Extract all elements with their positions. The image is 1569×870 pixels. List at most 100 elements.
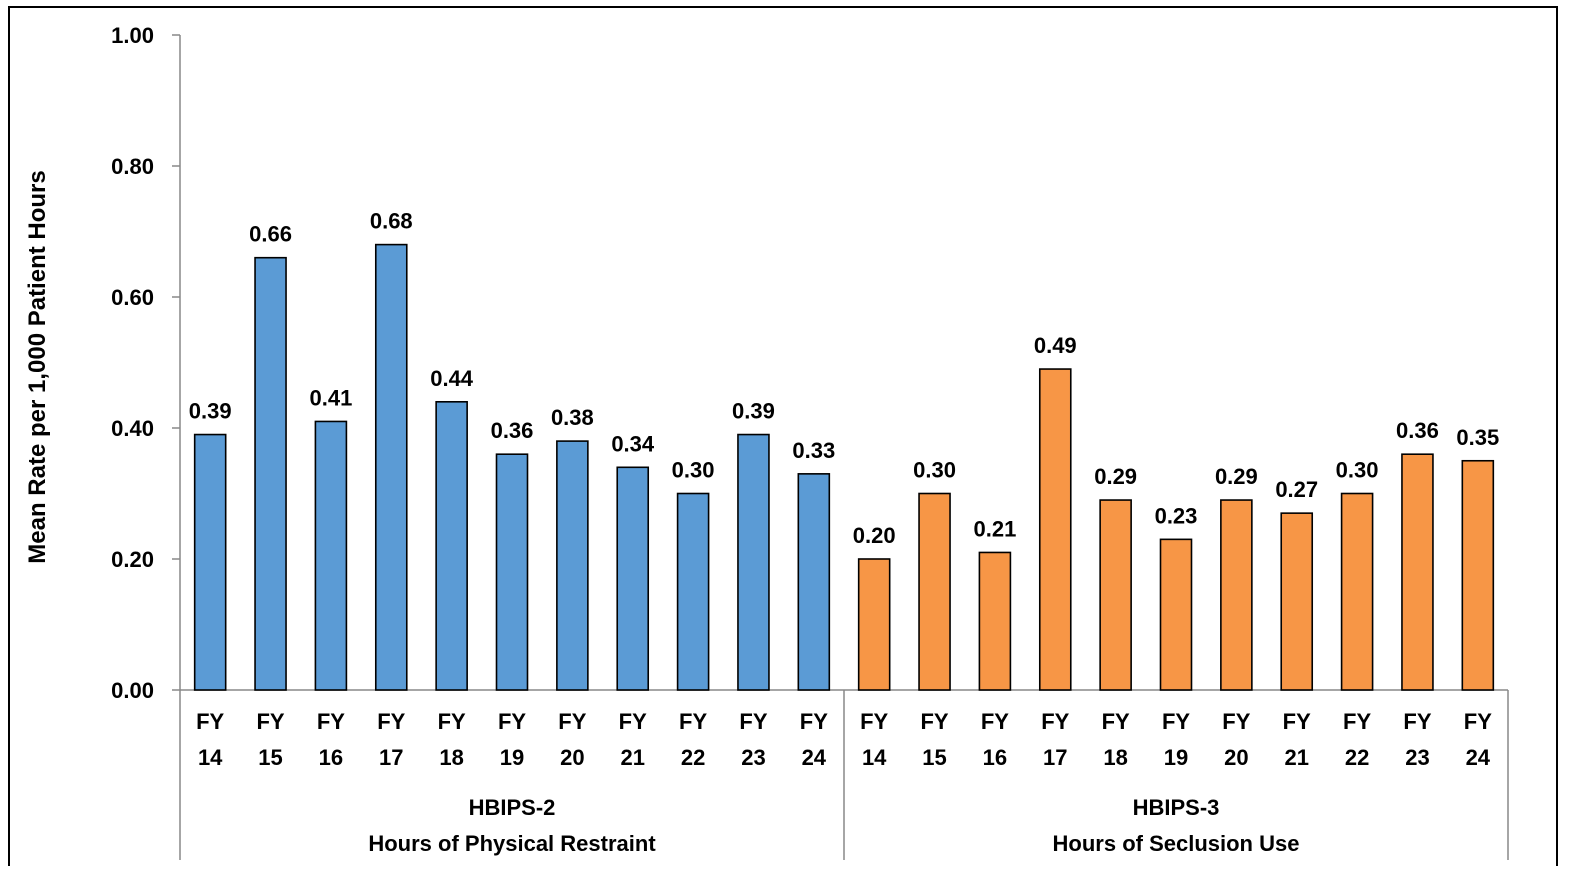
x-tick-label-line2: 22 (1345, 745, 1369, 770)
x-tick-label-line1: FY (1102, 709, 1130, 734)
group-label-code: HBIPS-3 (1133, 795, 1220, 820)
bar-value-label: 0.20 (853, 523, 896, 548)
x-tick-label-line1: FY (739, 709, 767, 734)
bar-hbips-3-fy16 (978, 551, 1012, 691)
bar-hbips-3-fy24 (1461, 459, 1495, 691)
x-tick-label-line2: 22 (681, 745, 705, 770)
bar-hbips-2-fy16 (314, 420, 348, 691)
bar-value-label: 0.23 (1155, 503, 1198, 528)
y-tick-label: 0.00 (111, 678, 154, 703)
x-tick-label-line1: FY (800, 709, 828, 734)
bar-hbips-2-fy19 (495, 453, 529, 691)
x-tick-label-line1: FY (920, 709, 948, 734)
x-tick-label-line1: FY (1041, 709, 1069, 734)
x-tick-label-line1: FY (860, 709, 888, 734)
bar-hbips-2-fy14 (193, 433, 227, 691)
x-tick-label-line2: 18 (439, 745, 463, 770)
x-tick-label-line2: 19 (1164, 745, 1188, 770)
bar-value-label: 0.30 (1336, 458, 1379, 483)
x-tick-label-line2: 20 (1224, 745, 1248, 770)
bar-hbips-2-fy17 (374, 243, 408, 691)
bar-value-label: 0.44 (430, 366, 474, 391)
x-tick-label-line1: FY (1343, 709, 1371, 734)
group-label-name: Hours of Seclusion Use (1053, 831, 1300, 856)
bar-value-label: 0.21 (973, 516, 1016, 541)
x-tick-label-line2: 21 (1284, 745, 1308, 770)
x-tick-label-line2: 23 (1405, 745, 1429, 770)
bar-value-label: 0.39 (189, 399, 232, 424)
y-tick-label: 0.60 (111, 285, 154, 310)
bar-hbips-3-fy15 (918, 492, 951, 691)
bar-hbips-2-fy23 (737, 433, 770, 691)
bar-hbips-2-fy18 (435, 400, 468, 691)
bar-hbips-3-fy14 (857, 558, 891, 691)
x-tick-label-line2: 14 (198, 745, 223, 770)
bar-hbips-2-fy22 (676, 492, 710, 691)
bar-value-label: 0.66 (249, 222, 292, 247)
x-tick-label-line1: FY (558, 709, 586, 734)
x-tick-label-line1: FY (1222, 709, 1250, 734)
x-tick-label-line1: FY (1162, 709, 1190, 734)
bar-hbips-3-fy20 (1220, 499, 1253, 691)
x-tick-label-line1: FY (377, 709, 405, 734)
group-label-code: HBIPS-2 (469, 795, 556, 820)
bar-hbips-2-fy20 (556, 440, 589, 691)
bar-value-label: 0.29 (1094, 464, 1137, 489)
group-label-name: Hours of Physical Restraint (368, 831, 656, 856)
bar-hbips-3-fy18 (1099, 499, 1132, 691)
x-tick-label-line1: FY (1283, 709, 1311, 734)
x-tick-label-line2: 21 (620, 745, 644, 770)
x-tick-label-line1: FY (619, 709, 647, 734)
x-tick-label-line2: 15 (258, 745, 282, 770)
x-tick-label-line2: 16 (319, 745, 343, 770)
bar-value-label: 0.34 (611, 431, 655, 456)
x-tick-label-line2: 14 (862, 745, 887, 770)
y-tick-label: 0.40 (111, 416, 154, 441)
x-tick-label-line1: FY (438, 709, 466, 734)
bar-value-label: 0.68 (370, 209, 413, 234)
x-tick-label-line1: FY (1403, 709, 1431, 734)
bar-hbips-2-fy24 (797, 473, 831, 691)
bar-value-label: 0.49 (1034, 333, 1077, 358)
bar-hbips-3-fy22 (1340, 492, 1374, 691)
x-tick-label-line2: 17 (379, 745, 403, 770)
x-tick-label-line2: 19 (500, 745, 524, 770)
x-tick-label-line2: 20 (560, 745, 584, 770)
y-axis-label: Mean Rate per 1,000 Patient Hours (24, 170, 51, 563)
y-tick-label: 0.20 (111, 547, 154, 572)
x-tick-label-line1: FY (196, 709, 224, 734)
bar-hbips-3-fy23 (1401, 453, 1434, 691)
bar-value-label: 0.39 (732, 399, 775, 424)
x-tick-label-line1: FY (498, 709, 526, 734)
bar-value-label: 0.41 (309, 385, 352, 410)
x-tick-label-line2: 24 (802, 745, 827, 770)
bar-hbips-2-fy15 (254, 256, 287, 691)
bar-value-label: 0.35 (1456, 425, 1499, 450)
bar-value-label: 0.33 (792, 438, 835, 463)
bar-value-label: 0.27 (1275, 477, 1318, 502)
x-tick-label-line2: 17 (1043, 745, 1067, 770)
x-tick-label-line1: FY (679, 709, 707, 734)
bar-value-label: 0.30 (672, 458, 715, 483)
bar-hbips-3-fy19 (1159, 538, 1193, 691)
y-tick-label: 1.00 (111, 23, 154, 48)
bar-value-label: 0.30 (913, 458, 956, 483)
x-tick-label-line1: FY (981, 709, 1009, 734)
bar-hbips-3-fy17 (1038, 368, 1072, 691)
bar-value-label: 0.36 (491, 418, 534, 443)
bar-value-label: 0.36 (1396, 418, 1439, 443)
x-tick-label-line2: 23 (741, 745, 765, 770)
x-tick-label-line2: 24 (1466, 745, 1491, 770)
x-tick-label-line2: 16 (983, 745, 1007, 770)
x-tick-label-line1: FY (317, 709, 345, 734)
y-tick-label: 0.80 (111, 154, 154, 179)
bar-hbips-2-fy21 (616, 466, 650, 691)
bar-hbips-3-fy21 (1280, 512, 1314, 691)
x-tick-label-line2: 18 (1103, 745, 1127, 770)
bar-value-label: 0.29 (1215, 464, 1258, 489)
bar-value-label: 0.38 (551, 405, 594, 430)
x-tick-label-line1: FY (1464, 709, 1492, 734)
x-tick-label-line2: 15 (922, 745, 946, 770)
x-tick-label-line1: FY (256, 709, 284, 734)
